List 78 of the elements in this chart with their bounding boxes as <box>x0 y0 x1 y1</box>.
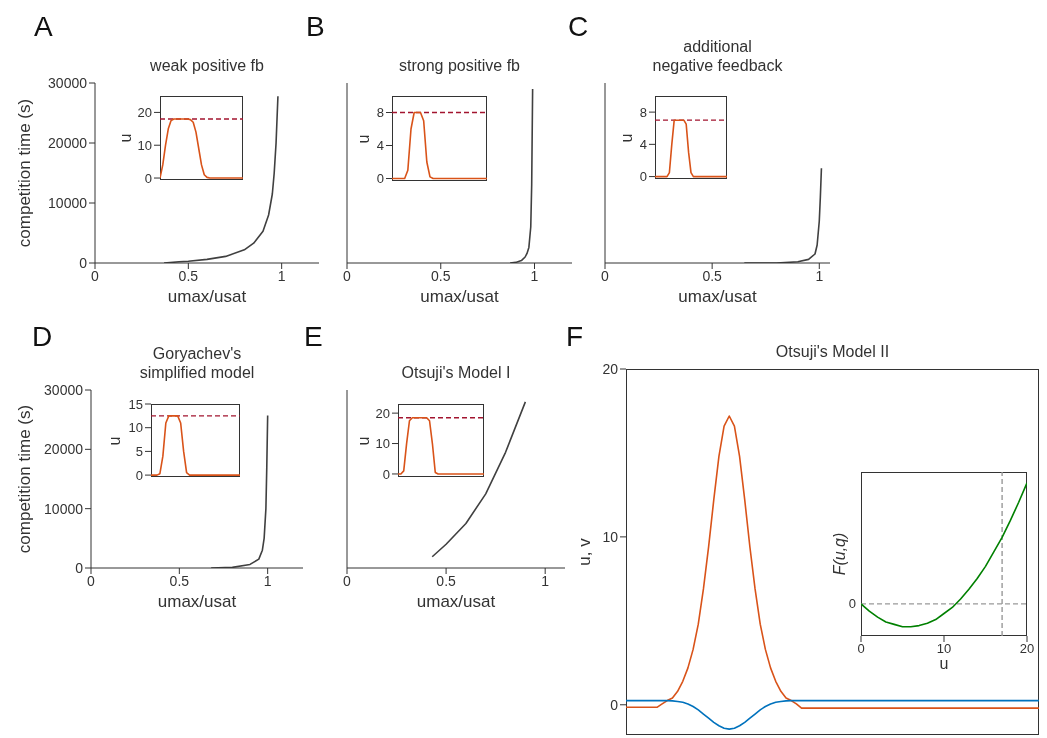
x-tick-label: 10 <box>936 641 952 657</box>
text: F <box>566 321 584 352</box>
y-tick-label: 0 <box>79 254 88 271</box>
x-tick-label: 0 <box>343 267 352 284</box>
y-tick-label: 10 <box>602 528 619 545</box>
y-tick-label: 5 <box>135 444 143 460</box>
y-tick-label: 10 <box>375 436 390 452</box>
y-tick-label: 0 <box>376 171 384 187</box>
y-axis-title: u <box>116 133 135 143</box>
y-tick-label: 0 <box>639 169 647 185</box>
x-tick-label: 0.5 <box>431 267 451 284</box>
y-tick-label: 15 <box>128 396 143 412</box>
y-tick-label: 20000 <box>48 134 88 151</box>
y-tick-label: 8 <box>639 104 647 120</box>
y-tick-label: 10 <box>128 420 143 436</box>
y-axis-title: u <box>354 436 373 445</box>
line-series <box>151 415 240 476</box>
x-tick-label: 1 <box>530 267 539 284</box>
y-axis-title: u <box>105 436 124 445</box>
chart-title: weak positive fb <box>150 57 264 74</box>
x-tick-label: 0 <box>857 641 865 657</box>
x-tick-label: 20 <box>1019 641 1035 657</box>
line-series <box>626 699 1039 730</box>
chart-title: strong positive fb <box>399 57 520 74</box>
chart-title: Goryachev's simplified model <box>139 345 255 381</box>
x-tick-label: 0.5 <box>178 267 199 284</box>
y-axis-title: competition time (s) <box>15 98 35 248</box>
y-tick-label: 10000 <box>48 194 88 211</box>
y-axis-title: u <box>354 134 373 143</box>
x-tick-label: 1 <box>815 267 824 284</box>
y-tick-label: 0 <box>135 467 143 483</box>
y-tick-label: 20 <box>137 105 152 121</box>
y-tick-label: 10000 <box>44 500 84 517</box>
y-tick-label: 20 <box>375 405 390 421</box>
line-series <box>626 415 1039 709</box>
x-axis-title: umax/usat <box>419 287 500 307</box>
chart-title: additional negative feedback <box>652 38 783 74</box>
y-tick-label: 4 <box>639 136 647 152</box>
ref-line-label: 0 <box>848 596 856 612</box>
line-series <box>160 118 243 179</box>
x-axis-title: u <box>939 655 949 672</box>
y-tick-label: 0 <box>144 170 152 186</box>
line-series <box>392 111 487 180</box>
y-tick-label: 20000 <box>44 441 84 458</box>
text: D <box>32 321 53 352</box>
y-tick-label: 30000 <box>48 74 88 91</box>
y-axis-title: u, v <box>575 538 595 566</box>
y-axis-title: u <box>617 133 636 142</box>
x-tick-label: 0 <box>343 572 352 589</box>
x-tick-label: 1 <box>541 572 550 589</box>
x-tick-label: 0 <box>91 267 100 284</box>
x-axis-title: umax/usat <box>415 592 497 612</box>
text: B <box>306 11 325 42</box>
x-tick-label: 1 <box>277 267 286 284</box>
y-axis-title: F(u,q) <box>830 532 849 576</box>
line-series <box>398 416 484 475</box>
chart-title: Otsuji's Model II <box>774 342 891 361</box>
x-axis-title: umax/usat <box>156 592 238 612</box>
y-axis-title: competition time (s) <box>15 404 35 554</box>
text: E <box>304 321 323 352</box>
x-tick-label: 1 <box>263 572 272 589</box>
y-tick-label: 0 <box>75 559 84 576</box>
x-tick-label: 0.5 <box>169 572 190 589</box>
x-tick-label: 0.5 <box>436 572 457 589</box>
y-tick-label: 0 <box>610 696 619 713</box>
x-axis-title: umax/usat <box>677 287 758 307</box>
chart-title: Otsuji's Model I <box>401 364 511 381</box>
line-series <box>655 119 727 178</box>
text: A <box>34 11 53 42</box>
y-tick-label: 10 <box>137 137 152 153</box>
y-tick-label: 4 <box>376 138 384 154</box>
y-tick-label: 8 <box>376 105 384 121</box>
y-tick-label: 20 <box>602 360 619 377</box>
text: C <box>568 11 589 42</box>
y-tick-label: 30000 <box>44 381 84 398</box>
y-tick-label: 0 <box>382 466 390 482</box>
x-tick-label: 0.5 <box>702 267 723 284</box>
x-axis-title: umax/usat <box>166 287 248 307</box>
